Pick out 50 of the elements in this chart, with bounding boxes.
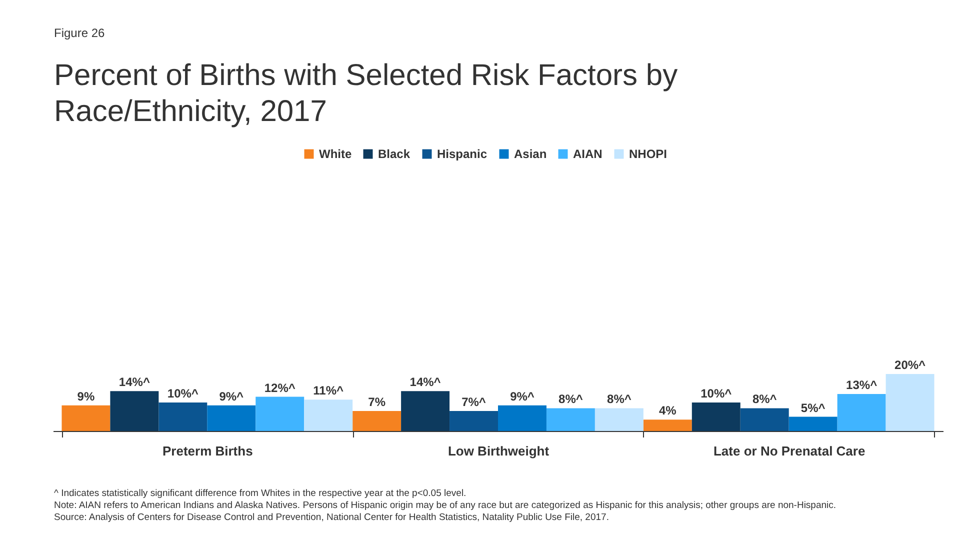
- bar: [62, 405, 110, 431]
- bar: [546, 408, 595, 431]
- bar: [788, 416, 838, 431]
- bar: [498, 405, 546, 431]
- x-tick-label: Preterm Births: [162, 444, 253, 458]
- bar: [207, 405, 256, 431]
- data-label: 11%^: [313, 384, 344, 398]
- legend-label: AIAN: [573, 147, 602, 161]
- bar: [450, 411, 498, 431]
- data-label: 5%^: [800, 400, 826, 415]
- data-label: 4%: [658, 404, 677, 418]
- bar: [740, 408, 789, 431]
- text: ^ Indicates statistically significant difference from Whites in the respective year at the p<0.05 level.: [54, 488, 468, 500]
- legend-label: Hispanic: [437, 147, 488, 161]
- bar: [692, 402, 740, 431]
- legend-label: NHOPI: [629, 147, 668, 161]
- data-label: 13%^: [846, 378, 878, 392]
- data-label: 12%^: [264, 380, 296, 395]
- data-label: 9%^: [510, 389, 534, 404]
- data-label: 8%^: [607, 392, 632, 406]
- data-label: 10%^: [700, 386, 732, 400]
- bar: [256, 396, 304, 431]
- data-label: 8%^: [752, 392, 777, 406]
- bar: [643, 420, 692, 431]
- chart-title: Percent of Births with Selected Risk Factors by Race/Ethnicity, 2017: [54, 58, 679, 130]
- data-label: 10%^: [167, 386, 198, 400]
- bar: [158, 402, 208, 431]
- legend-label: Black: [378, 147, 410, 161]
- data-label: 9%^: [219, 389, 244, 404]
- data-label: 14%^: [410, 375, 441, 390]
- x-tick-label: Low Birthweight: [448, 444, 550, 458]
- bar: [352, 411, 402, 431]
- data-label: 14%^: [118, 375, 150, 390]
- source-note: Source: Analysis of Centers for Disease Control and Prevention, National Center for Health Statistics, Natality Public Use File, 2017.: [54, 512, 610, 524]
- data-label: 8%^: [558, 392, 583, 406]
- bar: [886, 374, 934, 431]
- data-label: 7%^: [462, 395, 486, 410]
- data-label: 9%: [77, 389, 95, 404]
- legend-label: Asian: [514, 147, 547, 161]
- text: Note: AIAN refers to American Indians and Alaska Natives. Persons of Hispanic origin may be of any race but are categorized as Hispanic for this analysis; other groups are non-Hispanic.: [54, 500, 838, 512]
- bar: [401, 391, 450, 431]
- bar: [110, 391, 159, 431]
- caption: Figure 26: [54, 26, 105, 40]
- data-label: 7%: [368, 395, 386, 410]
- bar: [594, 408, 644, 431]
- bar: [837, 394, 886, 431]
- bar: [304, 400, 353, 431]
- legend-label: White: [319, 147, 352, 161]
- x-tick-label: Late or No Prenatal Care: [713, 444, 866, 458]
- data-label: 20%^: [894, 358, 926, 372]
